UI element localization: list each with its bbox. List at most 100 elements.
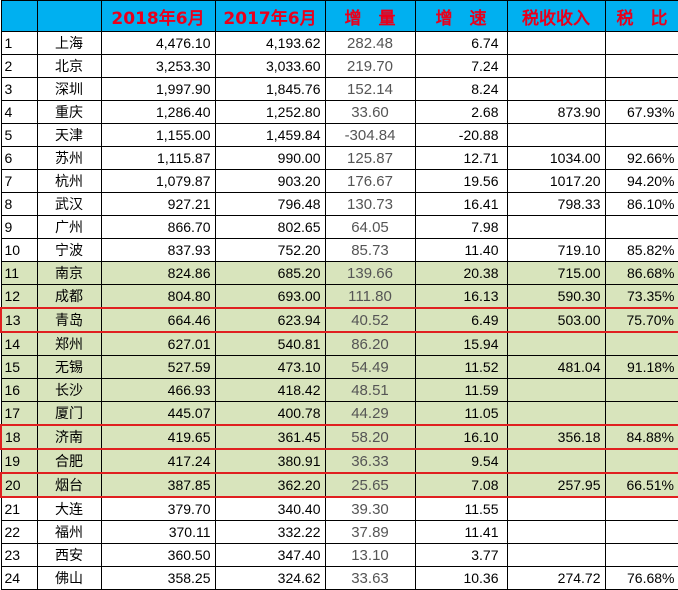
tax-ratio-cell[interactable]: 66.51% bbox=[604, 472, 678, 498]
tax-ratio-cell[interactable] bbox=[604, 123, 678, 147]
value-2018-cell[interactable]: 1,997.90 bbox=[100, 77, 216, 101]
value-2018-cell[interactable]: 804.80 bbox=[100, 284, 216, 309]
tax-ratio-cell[interactable]: 94.20% bbox=[604, 169, 678, 193]
value-2018-cell[interactable]: 387.85 bbox=[100, 472, 216, 498]
city-cell[interactable]: 济南 bbox=[36, 424, 102, 450]
value-2017-cell[interactable]: 540.81 bbox=[214, 331, 326, 356]
row-number-cell[interactable]: 16 bbox=[0, 378, 38, 402]
growth-cell[interactable]: 11.59 bbox=[414, 378, 508, 402]
row-number-cell[interactable]: 5 bbox=[0, 123, 38, 147]
tax-ratio-cell[interactable] bbox=[604, 448, 678, 474]
city-cell[interactable]: 烟台 bbox=[36, 472, 102, 498]
value-2017-cell[interactable]: 693.00 bbox=[214, 284, 326, 309]
tax-revenue-cell[interactable]: 503.00 bbox=[506, 307, 606, 333]
header-2018-june[interactable]: 2018年6月 bbox=[100, 0, 216, 32]
value-2017-cell[interactable]: 623.94 bbox=[214, 307, 326, 333]
header-tax-revenue[interactable]: 税收收入 bbox=[506, 0, 606, 32]
header-corner-cell[interactable] bbox=[0, 0, 38, 32]
growth-cell[interactable]: 7.08 bbox=[414, 472, 508, 498]
growth-cell[interactable]: 16.41 bbox=[414, 192, 508, 216]
increase-cell[interactable]: 176.67 bbox=[324, 169, 416, 193]
growth-cell[interactable]: 6.49 bbox=[414, 307, 508, 333]
value-2017-cell[interactable]: 340.40 bbox=[214, 496, 326, 521]
tax-revenue-cell[interactable] bbox=[506, 496, 606, 521]
value-2018-cell[interactable]: 927.21 bbox=[100, 192, 216, 216]
header-tax-ratio[interactable]: 税 比 bbox=[604, 0, 678, 32]
value-2018-cell[interactable]: 379.70 bbox=[100, 496, 216, 521]
row-number-cell[interactable]: 19 bbox=[0, 448, 38, 474]
row-number-cell[interactable]: 21 bbox=[0, 496, 38, 521]
tax-revenue-cell[interactable]: 873.90 bbox=[506, 100, 606, 124]
increase-cell[interactable]: 48.51 bbox=[324, 378, 416, 402]
row-number-cell[interactable]: 3 bbox=[0, 77, 38, 101]
tax-ratio-cell[interactable]: 85.82% bbox=[604, 238, 678, 262]
growth-cell[interactable]: 9.54 bbox=[414, 448, 508, 474]
row-number-cell[interactable]: 7 bbox=[0, 169, 38, 193]
tax-ratio-cell[interactable]: 76.68% bbox=[604, 566, 678, 590]
value-2018-cell[interactable]: 3,253.30 bbox=[100, 54, 216, 78]
value-2018-cell[interactable]: 1,079.87 bbox=[100, 169, 216, 193]
growth-cell[interactable]: 7.98 bbox=[414, 215, 508, 239]
increase-cell[interactable]: 152.14 bbox=[324, 77, 416, 101]
value-2017-cell[interactable]: 796.48 bbox=[214, 192, 326, 216]
city-cell[interactable]: 广州 bbox=[36, 215, 102, 239]
value-2017-cell[interactable]: 4,193.62 bbox=[214, 31, 326, 55]
city-cell[interactable]: 佛山 bbox=[36, 566, 102, 590]
value-2018-cell[interactable]: 837.93 bbox=[100, 238, 216, 262]
value-2017-cell[interactable]: 903.20 bbox=[214, 169, 326, 193]
value-2018-cell[interactable]: 1,155.00 bbox=[100, 123, 216, 147]
increase-cell[interactable]: 44.29 bbox=[324, 401, 416, 426]
value-2018-cell[interactable]: 1,115.87 bbox=[100, 146, 216, 170]
tax-revenue-cell[interactable]: 274.72 bbox=[506, 566, 606, 590]
city-cell[interactable]: 无锡 bbox=[36, 355, 102, 379]
growth-cell[interactable]: 11.41 bbox=[414, 520, 508, 544]
value-2017-cell[interactable]: 380.91 bbox=[214, 448, 326, 474]
tax-revenue-cell[interactable]: 798.33 bbox=[506, 192, 606, 216]
city-cell[interactable]: 宁波 bbox=[36, 238, 102, 262]
value-2018-cell[interactable]: 527.59 bbox=[100, 355, 216, 379]
city-cell[interactable]: 苏州 bbox=[36, 146, 102, 170]
tax-revenue-cell[interactable]: 481.04 bbox=[506, 355, 606, 379]
value-2017-cell[interactable]: 332.22 bbox=[214, 520, 326, 544]
tax-revenue-cell[interactable] bbox=[506, 543, 606, 567]
value-2017-cell[interactable]: 473.10 bbox=[214, 355, 326, 379]
growth-cell[interactable]: 15.94 bbox=[414, 331, 508, 356]
growth-cell[interactable]: 10.36 bbox=[414, 566, 508, 590]
value-2018-cell[interactable]: 419.65 bbox=[100, 424, 216, 450]
increase-cell[interactable]: 58.20 bbox=[324, 424, 416, 450]
value-2017-cell[interactable]: 990.00 bbox=[214, 146, 326, 170]
tax-ratio-cell[interactable] bbox=[604, 331, 678, 356]
value-2018-cell[interactable]: 360.50 bbox=[100, 543, 216, 567]
tax-ratio-cell[interactable] bbox=[604, 543, 678, 567]
row-number-cell[interactable]: 6 bbox=[0, 146, 38, 170]
city-cell[interactable]: 青岛 bbox=[36, 307, 102, 333]
row-number-cell[interactable]: 10 bbox=[0, 238, 38, 262]
row-number-cell[interactable]: 15 bbox=[0, 355, 38, 379]
city-cell[interactable]: 南京 bbox=[36, 261, 102, 285]
city-cell[interactable]: 合肥 bbox=[36, 448, 102, 474]
tax-ratio-cell[interactable] bbox=[604, 31, 678, 55]
city-cell[interactable]: 西安 bbox=[36, 543, 102, 567]
growth-cell[interactable]: 16.10 bbox=[414, 424, 508, 450]
tax-ratio-cell[interactable]: 84.88% bbox=[604, 424, 678, 450]
value-2018-cell[interactable]: 466.93 bbox=[100, 378, 216, 402]
city-cell[interactable]: 武汉 bbox=[36, 192, 102, 216]
tax-revenue-cell[interactable] bbox=[506, 77, 606, 101]
increase-cell[interactable]: 33.63 bbox=[324, 566, 416, 590]
city-cell[interactable]: 深圳 bbox=[36, 77, 102, 101]
header-increase[interactable]: 增 量 bbox=[324, 0, 416, 32]
value-2018-cell[interactable]: 445.07 bbox=[100, 401, 216, 426]
increase-cell[interactable]: 64.05 bbox=[324, 215, 416, 239]
row-number-cell[interactable]: 2 bbox=[0, 54, 38, 78]
row-number-cell[interactable]: 14 bbox=[0, 331, 38, 356]
row-number-cell[interactable]: 1 bbox=[0, 31, 38, 55]
tax-revenue-cell[interactable] bbox=[506, 54, 606, 78]
growth-cell[interactable]: 16.13 bbox=[414, 284, 508, 309]
row-number-cell[interactable]: 11 bbox=[0, 261, 38, 285]
row-number-cell[interactable]: 23 bbox=[0, 543, 38, 567]
tax-ratio-cell[interactable]: 92.66% bbox=[604, 146, 678, 170]
growth-cell[interactable]: 12.71 bbox=[414, 146, 508, 170]
value-2017-cell[interactable]: 324.62 bbox=[214, 566, 326, 590]
growth-cell[interactable]: 11.52 bbox=[414, 355, 508, 379]
tax-revenue-cell[interactable] bbox=[506, 215, 606, 239]
